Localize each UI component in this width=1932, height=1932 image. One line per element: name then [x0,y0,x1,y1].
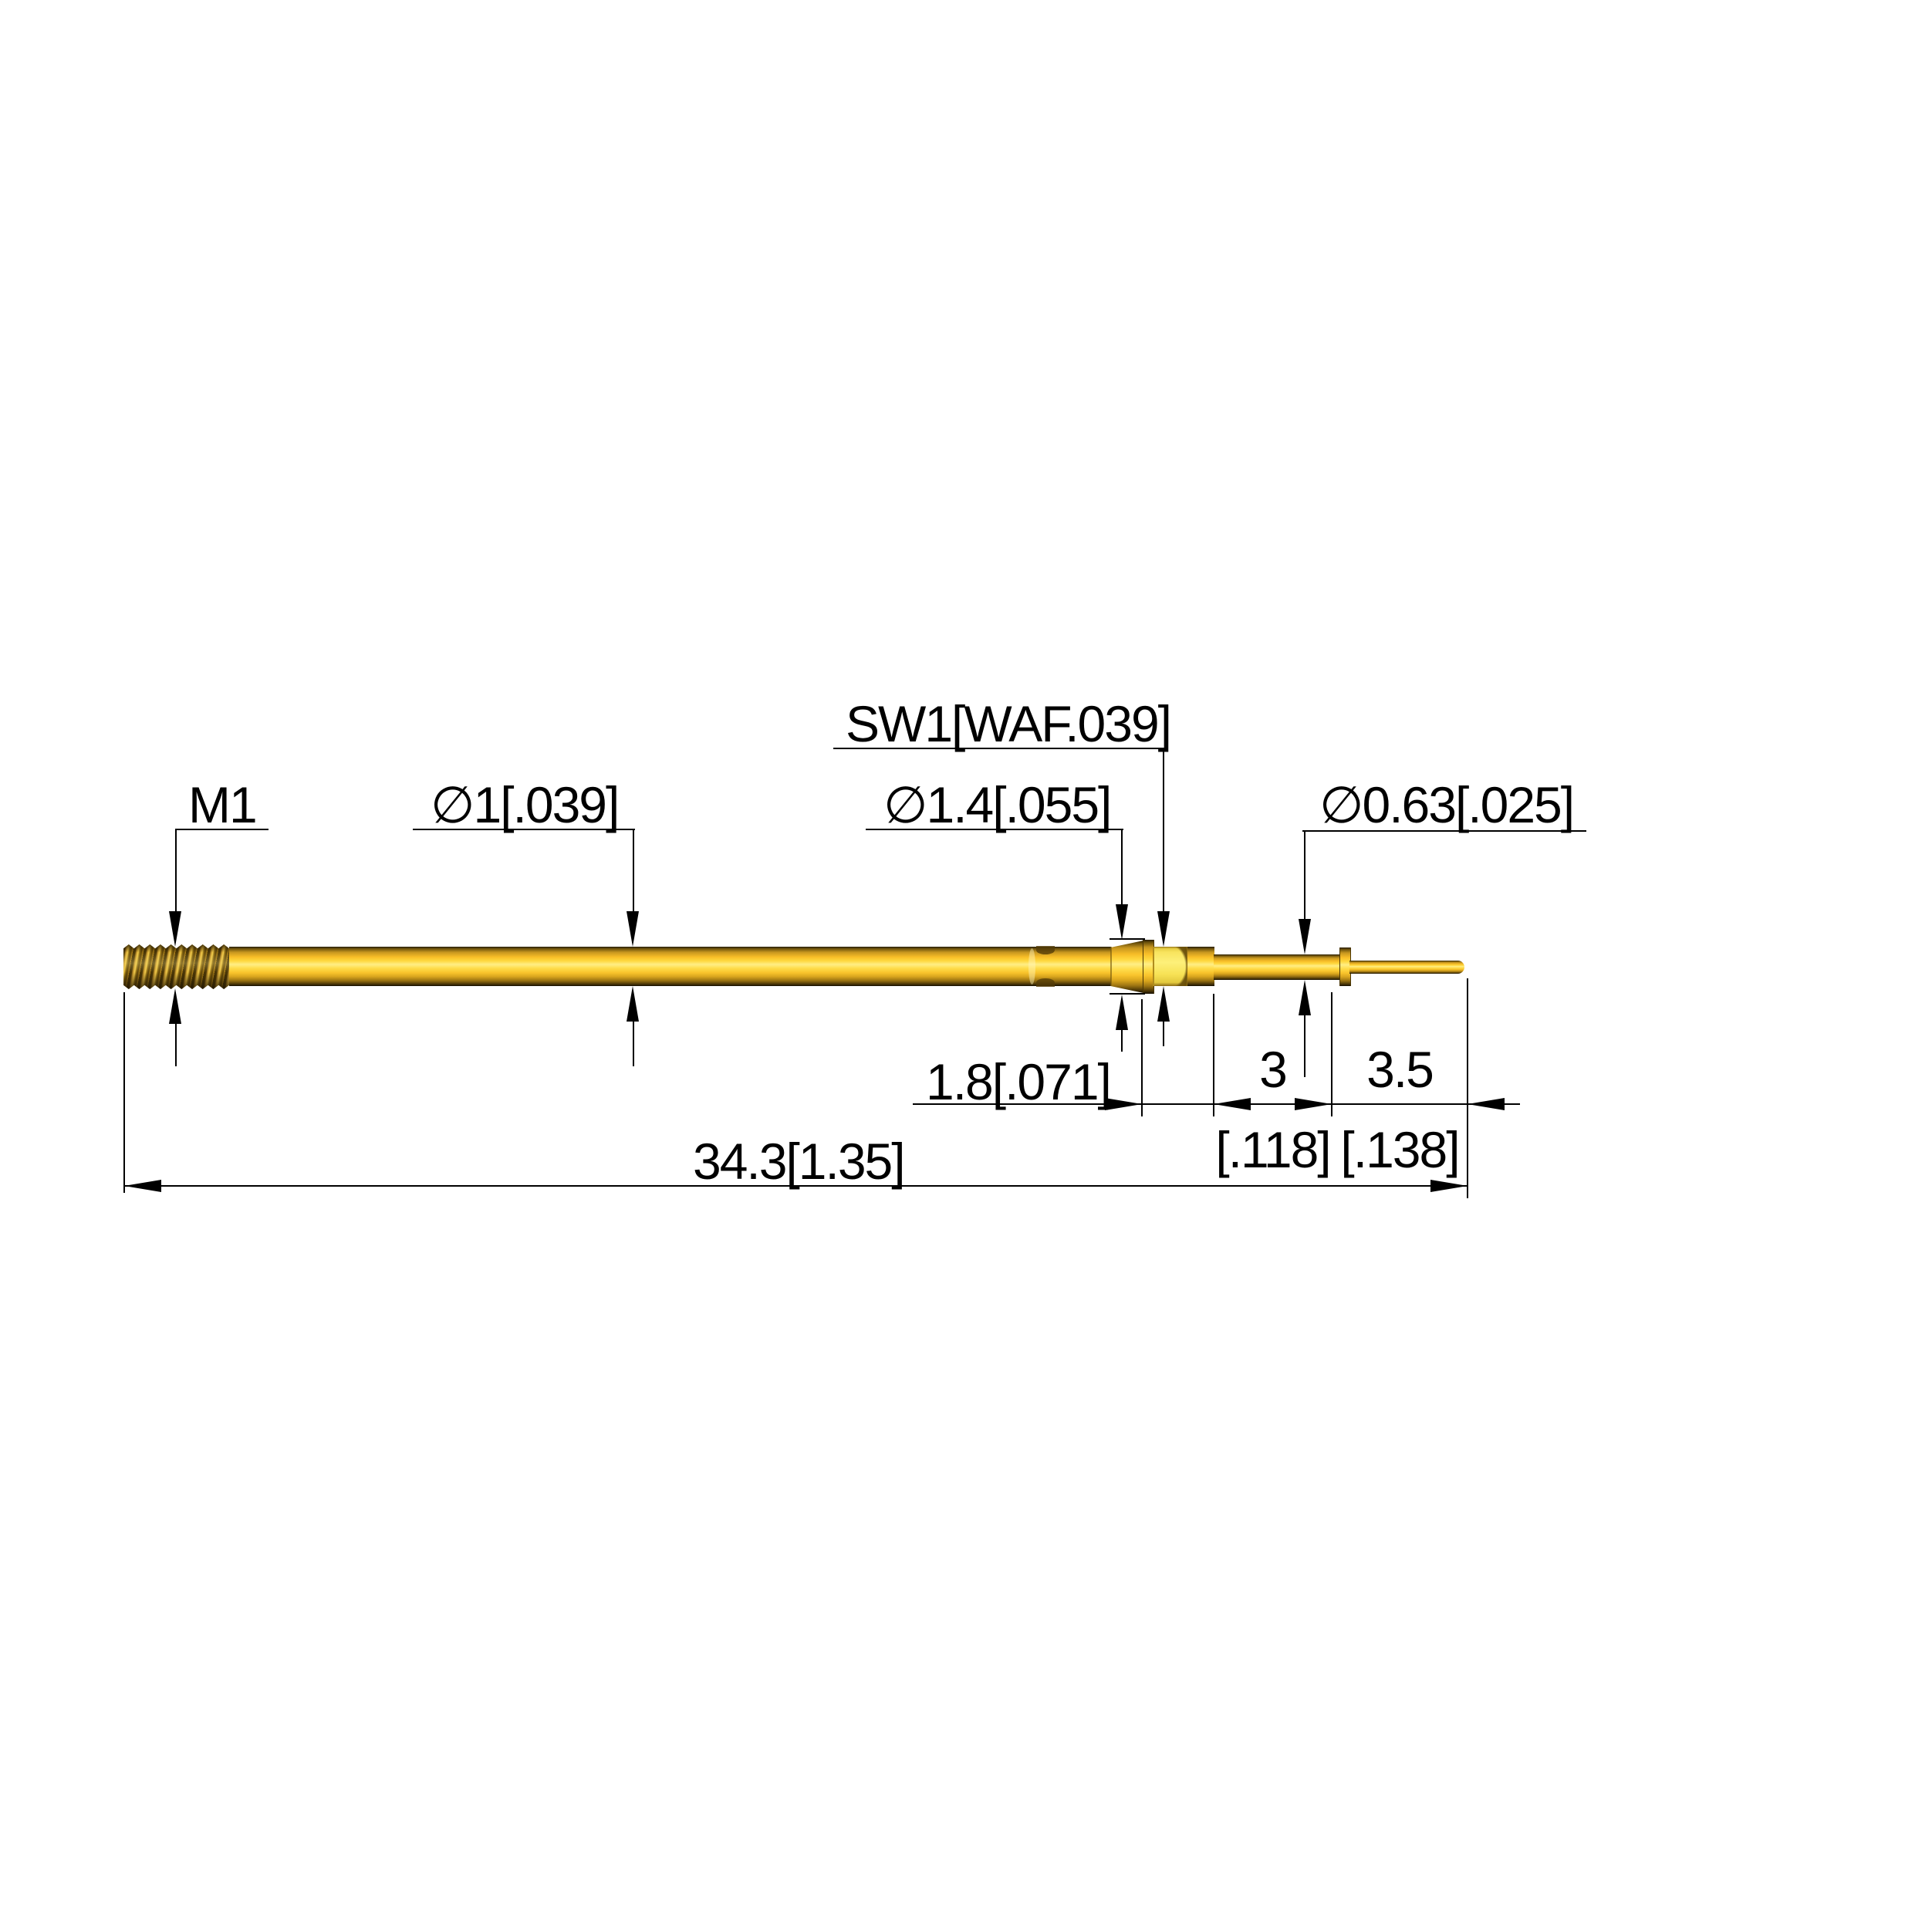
cone-edge-line [1110,947,1112,986]
ext-line-dia14-top [1110,938,1145,940]
label-barrel-diameter: ∅1.4[.055] [883,776,1112,833]
tip-barrel-section [1214,954,1339,980]
leader-tail-dia1-bottom [633,1022,634,1066]
leader-underline-dia1 [413,829,635,830]
leader-underline-sw1 [833,748,1164,749]
leader-tail-sw1-bottom [1163,1022,1164,1046]
label-shaft-diameter: ∅1[.039] [431,776,620,833]
arrowhead-dia063-top [1299,919,1311,954]
crimp-notch-top [1036,946,1055,954]
leader-underline-dia063 [1302,830,1586,832]
crimp-notch-bottom [1036,978,1055,987]
arrowhead-dia1-bottom [627,986,639,1022]
arrowhead-dia063-bottom [1299,980,1311,1015]
barrel-cone [1111,941,1143,993]
arrowhead-overall-left [124,1180,161,1192]
leader-line-dia1 [633,829,634,911]
leader-line-dia063 [1304,830,1305,919]
label-tip-section-diameter: ∅0.63[.025] [1319,776,1575,833]
label-thread: M1 [188,776,258,833]
tip-rod [1349,961,1464,974]
leader-underline-m1 [176,829,269,830]
ext-line-flange-left [1141,999,1143,1116]
dim-line-overall [124,1185,1468,1187]
ext-line-tip-end [1467,978,1468,1198]
leader-line-sw1 [1163,748,1164,911]
arrowhead-dia1-top [627,911,639,947]
ext-line-dia14-bottom [1110,993,1145,995]
label-barrel-length: 1.8[.071] [926,1053,1112,1110]
arrowhead-1p8-left [1105,1098,1142,1110]
leader-tail-m1-bottom [175,1024,177,1066]
arrowhead-dia14-top [1116,904,1128,940]
arrowhead-dia14-bottom [1116,995,1128,1030]
main-shaft [229,947,1111,986]
label-tip-section-length-mm: 3 [1259,1041,1288,1098]
label-tip-section-length-in: [.118] [1215,1121,1331,1178]
leader-line-dia14 [1121,829,1123,904]
leader-tail-dia14-bottom [1121,1030,1123,1052]
label-overall-length: 34.3[1.35] [693,1133,906,1190]
arrowhead-3-right [1295,1098,1332,1110]
hex-corner-shading [1170,947,1187,986]
arrowhead-sw1-bottom [1157,986,1170,1022]
leader-line-m1 [175,829,177,911]
arrowhead-m1-top [169,911,181,947]
ext-line-overall-left [123,992,125,1193]
thread-section-m1 [123,944,229,989]
crimp-highlight [1028,948,1035,985]
ext-line-tip-collar [1331,992,1332,1116]
leader-underline-dia14 [866,829,1123,830]
ext-line-collar-end [1213,994,1214,1116]
label-hex-wrench-flat: SW1[WAF.039] [846,695,1172,752]
arrowhead-1p8-right [1214,1098,1251,1110]
label-tip-length-in: [.138] [1340,1121,1460,1178]
collar-after-hex [1187,947,1214,986]
arrowhead-sw1-top [1157,911,1170,947]
label-tip-length-mm: 3.5 [1366,1041,1434,1098]
arrowhead-3p5-right [1468,1098,1505,1110]
arrowhead-m1-bottom [169,988,181,1024]
leader-tail-dia063-bottom [1304,1015,1305,1077]
arrowhead-overall-right [1430,1180,1468,1192]
